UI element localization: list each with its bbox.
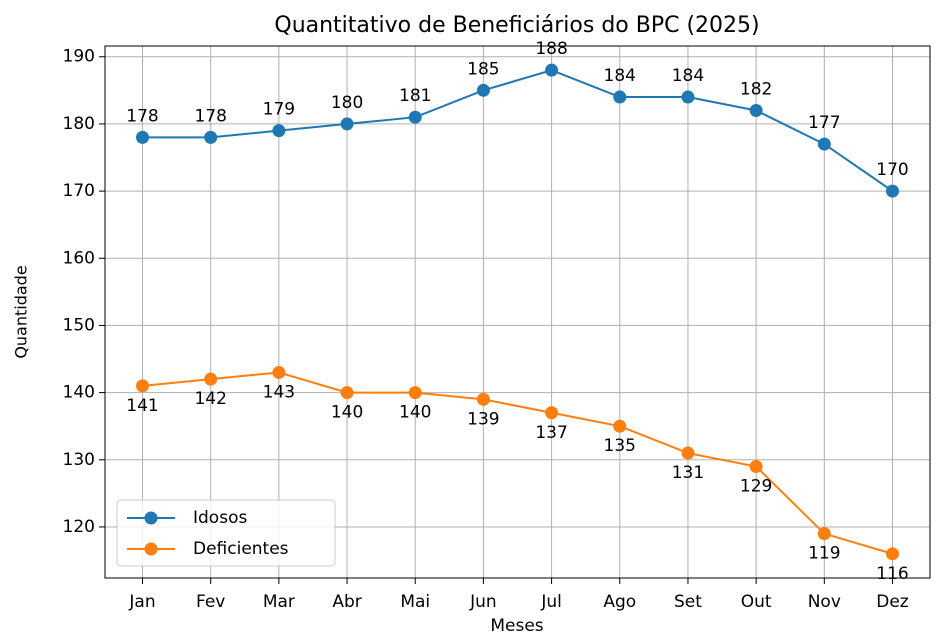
x-tick-label: Ago (603, 592, 636, 612)
data-label: 184 (672, 66, 704, 86)
legend-label: Idosos (193, 508, 247, 528)
data-point (817, 527, 831, 541)
y-tick-label: 170 (63, 181, 95, 201)
y-tick-label: 130 (63, 450, 95, 470)
data-label: 142 (194, 389, 226, 409)
x-tick-label: Fev (196, 592, 225, 612)
legend-marker (144, 511, 158, 525)
data-point (749, 103, 763, 117)
data-label: 177 (808, 113, 840, 133)
y-tick-label: 190 (63, 47, 95, 67)
data-point (545, 63, 559, 77)
data-point (545, 406, 559, 420)
data-label: 139 (467, 409, 499, 429)
data-label: 141 (126, 396, 158, 416)
data-point (136, 379, 149, 393)
data-label: 170 (876, 160, 908, 180)
data-point (817, 137, 831, 151)
data-label: 178 (194, 106, 226, 126)
data-label: 185 (467, 59, 499, 79)
x-tick-label: Jul (540, 592, 562, 612)
data-point (886, 547, 899, 561)
y-tick-label: 120 (63, 517, 95, 537)
data-point (272, 365, 286, 379)
data-label: 131 (672, 463, 704, 483)
data-point (204, 130, 218, 144)
data-point (408, 386, 422, 400)
x-tick-label: Abr (332, 592, 361, 612)
data-point (204, 372, 218, 386)
chart-title: Quantitativo de Beneficiários do BPC (20… (274, 13, 759, 38)
legend: Idosos Deficientes (116, 499, 336, 567)
data-label: 129 (740, 476, 772, 496)
data-point (340, 386, 354, 400)
x-tick-label: Out (741, 592, 772, 612)
data-point (136, 130, 149, 144)
data-label: 140 (399, 403, 431, 423)
data-point (886, 184, 899, 198)
legend-marker (144, 542, 158, 556)
data-label: 135 (604, 436, 636, 456)
data-point (613, 419, 627, 433)
data-label: 143 (263, 382, 295, 402)
y-tick-label: 140 (63, 383, 95, 403)
x-tick-label: Mai (400, 592, 430, 612)
x-tick-label: Jun (469, 592, 497, 612)
data-label: 116 (876, 564, 908, 584)
series-line (142, 69, 894, 192)
data-label: 178 (126, 106, 158, 126)
data-label: 180 (331, 93, 363, 113)
x-axis-label: Meses (490, 616, 543, 636)
x-tick-label: Set (674, 592, 702, 612)
series-line (142, 371, 893, 555)
x-tick-label: Nov (808, 592, 841, 612)
data-label: 137 (535, 423, 567, 443)
x-tick-label: Mar (263, 592, 295, 612)
data-label: 181 (399, 86, 431, 106)
y-tick-label: 180 (63, 114, 95, 134)
plot-frame (104, 45, 931, 579)
data-point (613, 90, 627, 104)
data-label: 140 (331, 403, 363, 423)
data-label: 119 (808, 544, 840, 564)
data-point (681, 90, 695, 104)
data-label: 182 (740, 79, 772, 99)
data-point (476, 392, 490, 406)
data-point (476, 83, 490, 97)
x-tick-label: Dez (876, 592, 909, 612)
data-label: 188 (535, 39, 567, 59)
y-tick-label: 150 (63, 315, 95, 335)
x-tick-label: Jan (128, 592, 155, 612)
data-point (272, 124, 286, 138)
data-point (681, 446, 695, 460)
data-label: 184 (604, 66, 636, 86)
data-point (408, 110, 422, 124)
y-tick-label: 160 (63, 248, 95, 268)
legend-label: Deficientes (193, 539, 289, 559)
data-label: 179 (263, 100, 295, 120)
data-point (340, 117, 354, 131)
data-point (749, 459, 763, 473)
y-axis-label: Quantidade (12, 265, 31, 358)
